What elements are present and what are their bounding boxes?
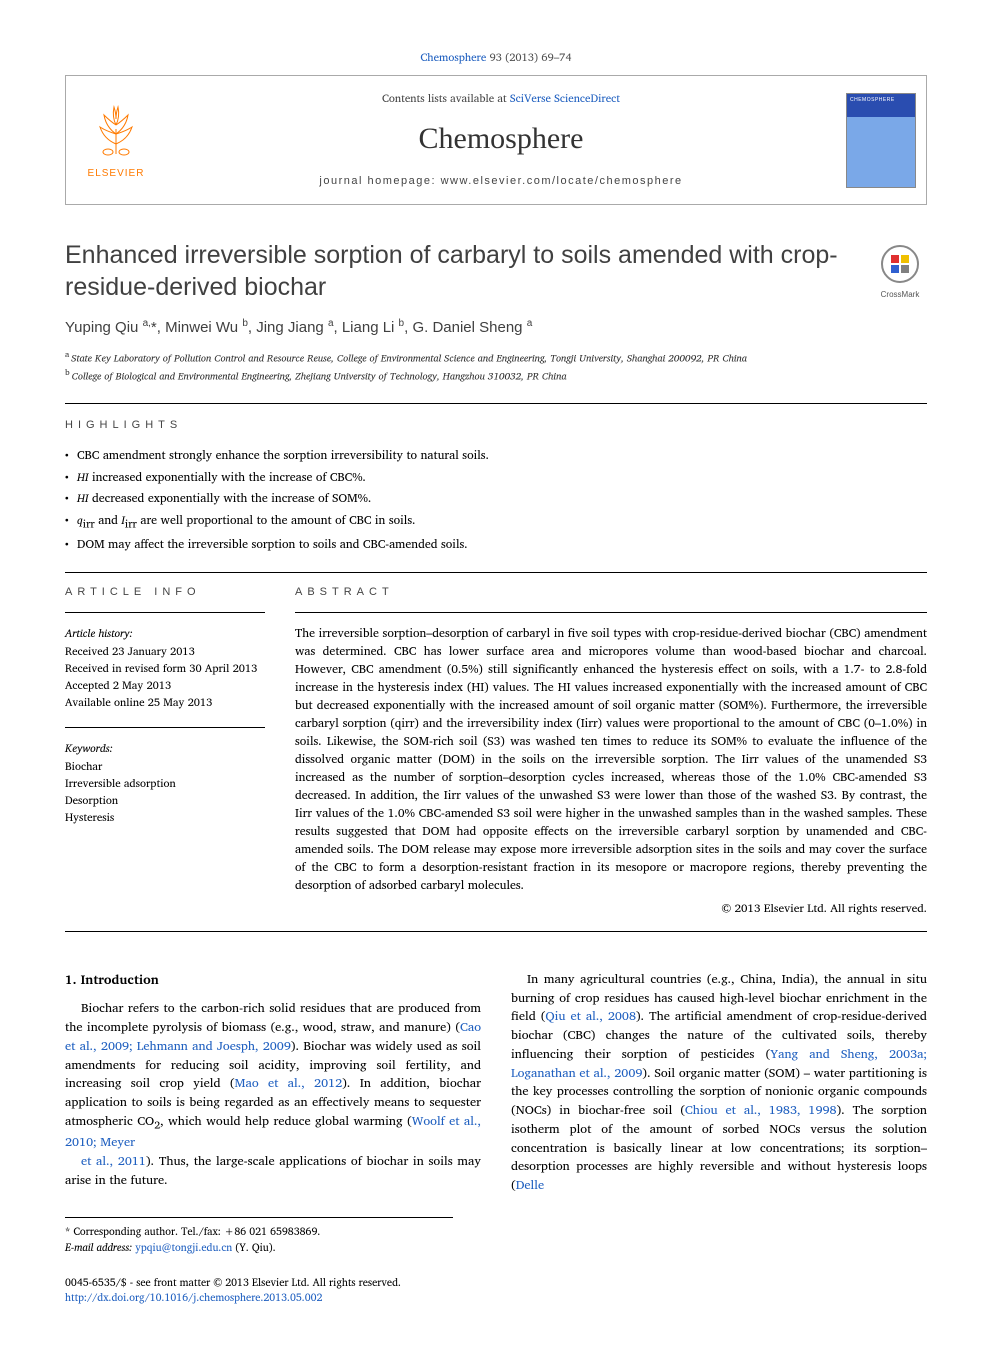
article-history: Article history: Received 23 January 201… <box>65 625 265 711</box>
highlight-item: DOM may affect the irreversible sorption… <box>65 534 927 556</box>
publisher-name: ELSEVIER <box>86 167 146 181</box>
elsevier-tree-icon <box>86 99 146 159</box>
body-p3: In many agricultural countries (e.g., Ch… <box>511 970 927 1195</box>
history-online: Available online 25 May 2013 <box>65 694 265 711</box>
keyword-item: Biochar <box>65 758 265 775</box>
contents-line: Contents lists available at SciVerse Sci… <box>382 91 620 106</box>
intro-heading: 1. Introduction <box>65 970 481 990</box>
highlight-item: qirr and Iirr are well proportional to t… <box>65 510 927 534</box>
journal-cover-thumb <box>846 93 916 188</box>
keyword-item: Desorption <box>65 792 265 809</box>
body-p2: et al., 2011). Thus, the large-scale app… <box>65 1152 481 1190</box>
crossmark-icon <box>880 244 920 284</box>
journal-header-box: ELSEVIER Contents lists available at Sci… <box>65 75 927 205</box>
crossmark-label: CrossMark <box>873 289 927 300</box>
history-revised: Received in revised form 30 April 2013 <box>65 660 265 677</box>
homepage-line: journal homepage: www.elsevier.com/locat… <box>319 174 682 189</box>
citation-journal-link[interactable]: Chemosphere <box>420 48 486 66</box>
highlights-list: CBC amendment strongly enhance the sorpt… <box>65 445 927 556</box>
body-text: 1. Introduction Biochar refers to the ca… <box>65 970 927 1195</box>
affiliations: aState Key Laboratory of Pollution Contr… <box>65 348 927 385</box>
corr-email-link[interactable]: ypqiu@tongji.edu.cn <box>135 1238 232 1256</box>
affiliation-b: College of Biological and Environmental … <box>72 369 567 385</box>
copyright-line: © 2013 Elsevier Ltd. All rights reserved… <box>295 901 927 917</box>
citation-line: Chemosphere 93 (2013) 69–74 <box>65 50 927 65</box>
publisher-logo-cell: ELSEVIER <box>66 76 166 204</box>
keywords-block: Keywords: BiocharIrreversible adsorption… <box>65 740 265 826</box>
journal-name: Chemosphere <box>419 118 584 160</box>
abstract-label: ABSTRACT <box>295 585 927 600</box>
history-heading: Article history: <box>65 625 265 642</box>
article-info-label: ARTICLE INFO <box>65 585 265 600</box>
keyword-item: Hysteresis <box>65 809 265 826</box>
keywords-heading: Keywords: <box>65 740 265 757</box>
doi-link[interactable]: http://dx.doi.org/10.1016/j.chemosphere.… <box>65 1288 322 1306</box>
homepage-prefix: journal homepage: <box>319 175 440 187</box>
highlight-item: HI increased exponentially with the incr… <box>65 467 927 489</box>
keyword-item: Irreversible adsorption <box>65 775 265 792</box>
crossmark-badge[interactable]: CrossMark <box>873 244 927 299</box>
homepage-url[interactable]: www.elsevier.com/locate/chemosphere <box>441 175 683 187</box>
email-label: E-mail address: <box>65 1238 132 1256</box>
email-who: (Y. Qiu). <box>235 1238 275 1256</box>
citation-volpages: 93 (2013) 69–74 <box>486 48 571 66</box>
highlight-item: HI decreased exponentially with the incr… <box>65 488 927 510</box>
sciencedirect-link[interactable]: SciVerse ScienceDirect <box>510 89 620 107</box>
contents-prefix: Contents lists available at <box>382 89 510 107</box>
history-accepted: Accepted 2 May 2013 <box>65 677 265 694</box>
history-received: Received 23 January 2013 <box>65 643 265 660</box>
abstract-text: The irreversible sorption–desorption of … <box>295 625 927 895</box>
affiliation-a: State Key Laboratory of Pollution Contro… <box>71 350 747 366</box>
highlights-label: HIGHLIGHTS <box>65 418 927 433</box>
highlight-item: CBC amendment strongly enhance the sorpt… <box>65 445 927 467</box>
body-p1: Biochar refers to the carbon-rich solid … <box>65 999 481 1151</box>
article-title: Enhanced irreversible sorption of carbar… <box>65 240 853 303</box>
corresponding-footnote: * Corresponding author. Tel./fax: +86 02… <box>65 1217 453 1256</box>
page-footer: 0045-6535/$ - see front matter © 2013 El… <box>65 1275 927 1304</box>
authors-line: Yuping Qiu a,*, Minwei Wu b, Jing Jiang … <box>65 317 927 338</box>
